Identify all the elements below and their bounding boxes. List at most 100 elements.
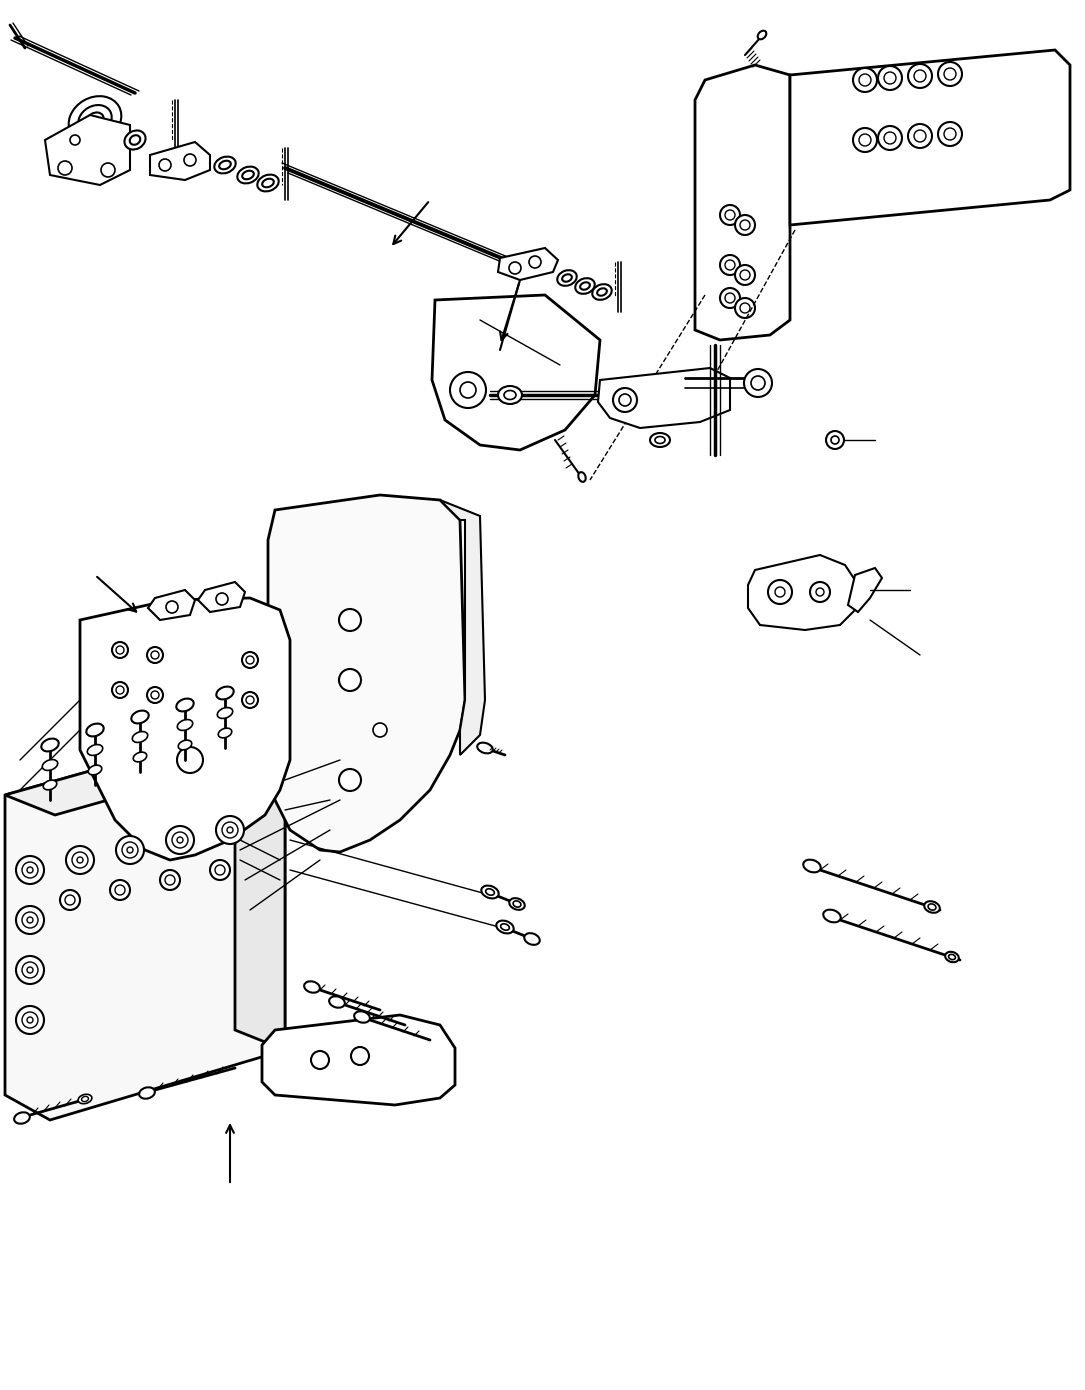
Polygon shape xyxy=(598,368,730,428)
Circle shape xyxy=(775,587,786,596)
Ellipse shape xyxy=(757,31,766,39)
Circle shape xyxy=(352,1047,369,1065)
Polygon shape xyxy=(5,730,285,1120)
Circle shape xyxy=(720,254,740,275)
Polygon shape xyxy=(5,730,285,815)
Ellipse shape xyxy=(78,1094,92,1104)
Ellipse shape xyxy=(945,952,959,962)
Circle shape xyxy=(159,870,180,890)
Circle shape xyxy=(720,288,740,309)
Ellipse shape xyxy=(132,731,148,742)
Circle shape xyxy=(22,912,38,929)
Circle shape xyxy=(725,293,735,303)
Circle shape xyxy=(151,691,159,699)
Ellipse shape xyxy=(130,135,140,145)
Ellipse shape xyxy=(219,161,231,170)
Circle shape xyxy=(311,1051,329,1069)
Circle shape xyxy=(242,652,258,669)
Circle shape xyxy=(908,64,932,88)
Ellipse shape xyxy=(655,436,665,443)
Circle shape xyxy=(944,128,956,140)
Ellipse shape xyxy=(87,745,103,755)
Ellipse shape xyxy=(215,157,235,174)
Ellipse shape xyxy=(177,720,193,730)
Circle shape xyxy=(58,161,72,175)
Circle shape xyxy=(720,204,740,225)
Polygon shape xyxy=(848,569,882,612)
Ellipse shape xyxy=(88,765,102,774)
Circle shape xyxy=(60,890,80,910)
Circle shape xyxy=(529,256,541,268)
Circle shape xyxy=(165,874,175,885)
Circle shape xyxy=(740,270,750,279)
Ellipse shape xyxy=(924,901,940,913)
Ellipse shape xyxy=(354,1012,370,1023)
Ellipse shape xyxy=(42,759,58,770)
Circle shape xyxy=(122,842,138,858)
Ellipse shape xyxy=(125,131,145,150)
Ellipse shape xyxy=(509,898,525,910)
Circle shape xyxy=(853,128,877,152)
Ellipse shape xyxy=(524,933,539,945)
Polygon shape xyxy=(44,115,130,185)
Ellipse shape xyxy=(575,278,595,293)
Circle shape xyxy=(939,63,962,86)
Polygon shape xyxy=(148,589,195,620)
Circle shape xyxy=(116,835,144,865)
Ellipse shape xyxy=(242,171,254,179)
Circle shape xyxy=(184,154,196,165)
Ellipse shape xyxy=(216,687,233,699)
Circle shape xyxy=(859,74,871,86)
Circle shape xyxy=(166,826,194,853)
Circle shape xyxy=(166,600,178,613)
Circle shape xyxy=(22,862,38,878)
Ellipse shape xyxy=(578,473,586,482)
Ellipse shape xyxy=(217,708,232,719)
Circle shape xyxy=(66,847,94,874)
Ellipse shape xyxy=(505,391,516,399)
Circle shape xyxy=(735,297,755,318)
Circle shape xyxy=(216,816,244,844)
Circle shape xyxy=(450,373,486,409)
Ellipse shape xyxy=(257,175,279,192)
Circle shape xyxy=(853,68,877,92)
Circle shape xyxy=(744,368,773,398)
Circle shape xyxy=(22,1012,38,1029)
Circle shape xyxy=(373,723,387,737)
Circle shape xyxy=(27,867,33,873)
Circle shape xyxy=(939,122,962,146)
Circle shape xyxy=(116,687,124,694)
Circle shape xyxy=(27,967,33,973)
Ellipse shape xyxy=(329,997,345,1008)
Circle shape xyxy=(816,588,824,596)
Ellipse shape xyxy=(131,710,149,723)
Ellipse shape xyxy=(14,1112,30,1123)
Ellipse shape xyxy=(81,1097,89,1102)
Ellipse shape xyxy=(68,96,122,143)
Circle shape xyxy=(112,642,128,657)
Ellipse shape xyxy=(263,179,273,188)
Circle shape xyxy=(735,215,755,235)
Ellipse shape xyxy=(87,724,104,737)
Circle shape xyxy=(944,68,956,81)
Polygon shape xyxy=(80,598,290,860)
Circle shape xyxy=(751,377,765,391)
Polygon shape xyxy=(748,555,855,630)
Circle shape xyxy=(620,393,631,406)
Circle shape xyxy=(908,124,932,147)
Ellipse shape xyxy=(562,274,572,282)
Ellipse shape xyxy=(78,106,112,135)
Circle shape xyxy=(914,131,926,142)
Circle shape xyxy=(735,265,755,285)
Circle shape xyxy=(27,1017,33,1023)
Circle shape xyxy=(826,431,844,449)
Circle shape xyxy=(16,906,44,934)
Circle shape xyxy=(740,220,750,229)
Circle shape xyxy=(740,303,750,313)
Polygon shape xyxy=(261,1015,455,1105)
Ellipse shape xyxy=(218,728,232,738)
Ellipse shape xyxy=(650,434,671,448)
Circle shape xyxy=(725,260,735,270)
Circle shape xyxy=(246,656,254,664)
Ellipse shape xyxy=(928,904,936,910)
